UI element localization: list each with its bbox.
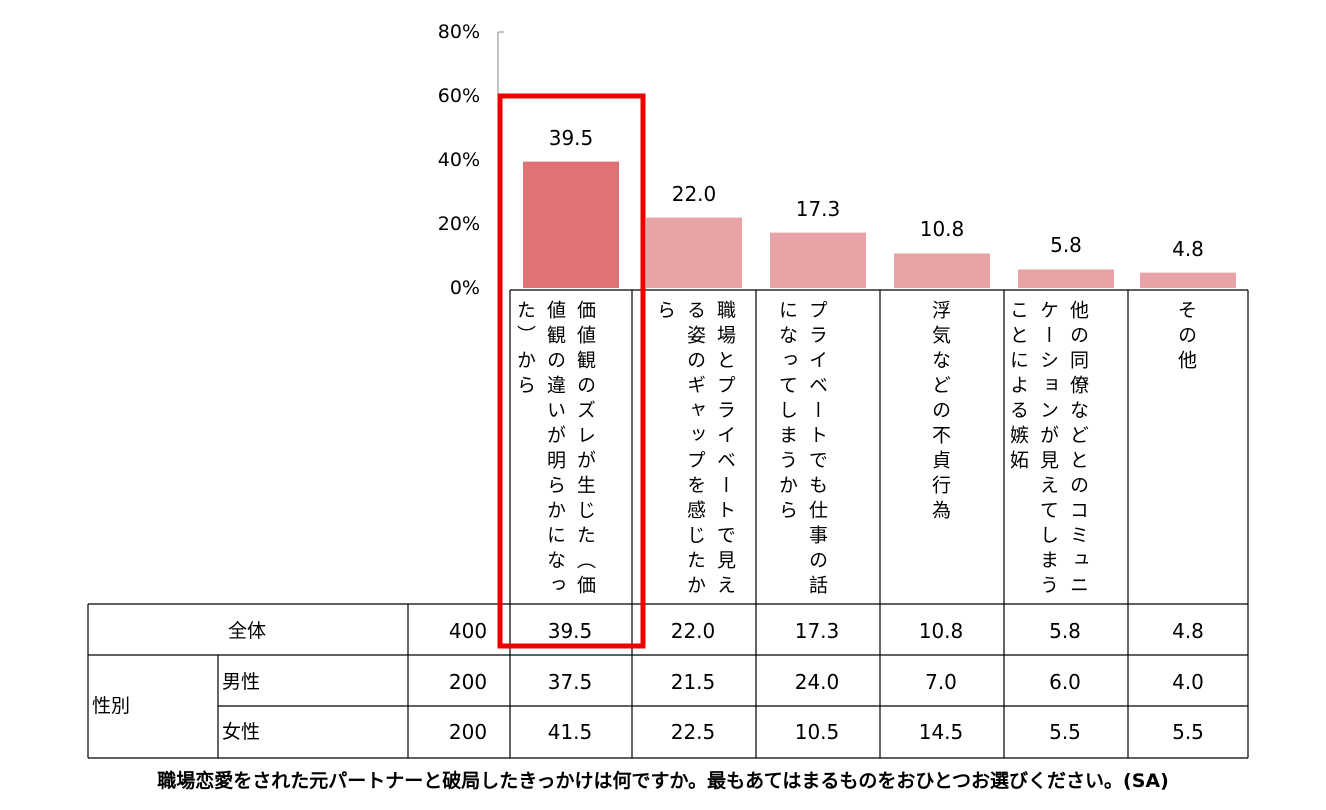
category-label: 浮気などの不貞行為	[929, 300, 951, 525]
table-n-cell: 200	[448, 670, 488, 694]
bar-value-label: 10.8	[919, 217, 965, 242]
bar-value-label: 39.5	[548, 125, 594, 150]
table-cell: 4.0	[1172, 670, 1204, 694]
table-cell: 10.8	[918, 619, 964, 643]
question-caption: 職場恋愛をされた元パートナーと破局したきっかけは何ですか。最もあてはまるものをお…	[157, 770, 1169, 792]
table-cell: 6.0	[1049, 670, 1081, 694]
y-tick-label: 20%	[437, 213, 480, 235]
table-cell: 4.8	[1172, 619, 1204, 643]
table-cell: 7.0	[925, 670, 957, 694]
bar	[770, 232, 866, 288]
table-cell: 21.5	[670, 670, 716, 694]
row-label-female: 女性	[222, 721, 261, 743]
table-n-cell: 200	[448, 720, 488, 744]
table-cell: 17.3	[794, 619, 840, 643]
table-cell: 39.5	[547, 619, 593, 643]
table-cell: 22.0	[670, 619, 716, 643]
table-cell: 5.5	[1049, 720, 1081, 744]
table-cell: 5.5	[1172, 720, 1204, 744]
bar	[646, 217, 742, 288]
bar-value-label: 17.3	[795, 196, 841, 221]
bar	[1140, 272, 1236, 288]
category-label: その他	[1175, 300, 1197, 375]
y-tick-label: 80%	[437, 21, 480, 43]
category-label: 職場とプライベートで見える姿のギャップを感じたから	[654, 300, 736, 600]
table-cell: 14.5	[918, 720, 964, 744]
category-label: プライベートでも仕事の話になってしまうから	[776, 300, 828, 600]
table-cell: 37.5	[547, 670, 593, 694]
table-cell: 5.8	[1049, 619, 1081, 643]
table-cell: 22.5	[670, 720, 716, 744]
y-tick-label: 60%	[437, 85, 480, 107]
bar-value-label: 22.0	[671, 181, 717, 206]
highlight-box	[497, 93, 646, 649]
category-label: 他の同僚などとのコミュニケーションが見えてしまうことによる嫉妬	[1007, 300, 1089, 600]
y-tick-label: 40%	[437, 149, 480, 171]
y-tick-label: 0%	[449, 277, 480, 299]
table-cell: 10.5	[794, 720, 840, 744]
bar	[1018, 269, 1114, 288]
table-cell: 24.0	[794, 670, 840, 694]
table-n-cell: 400	[448, 619, 488, 643]
row-label-male: 男性	[222, 671, 261, 693]
bar-value-label: 5.8	[1050, 233, 1082, 258]
bar	[894, 253, 990, 288]
group-label-gender: 性別	[92, 695, 131, 717]
row-label-total: 全体	[228, 620, 267, 642]
bar	[523, 161, 619, 288]
category-label: 価値観のズレが生じた（価値観の違いが明らかになった）から	[514, 300, 596, 600]
bar-value-label: 4.8	[1172, 236, 1204, 261]
table-cell: 41.5	[547, 720, 593, 744]
